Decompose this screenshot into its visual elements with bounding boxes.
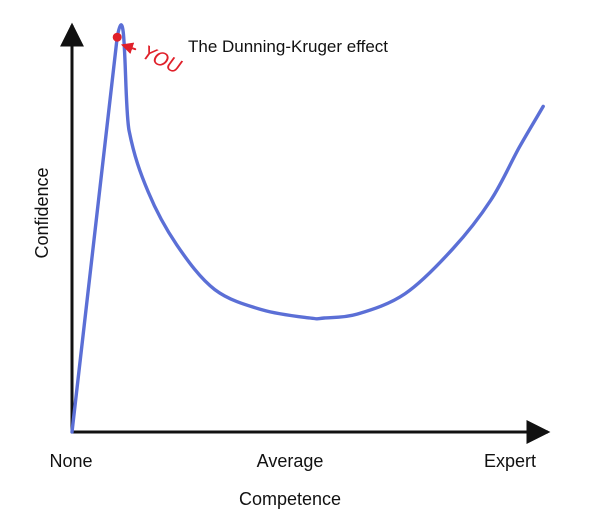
chart-title: The Dunning-Kruger effect xyxy=(188,37,388,56)
you-point-marker xyxy=(112,32,122,42)
x-tick-label-average: Average xyxy=(257,451,324,471)
you-annotation-arrow xyxy=(120,42,137,54)
x-tick-label-expert: Expert xyxy=(484,451,536,471)
x-tick-label-none: None xyxy=(49,451,92,471)
you-annotation-label: YOU xyxy=(139,42,185,79)
dunning-kruger-curve xyxy=(70,23,545,434)
x-axis-label: Competence xyxy=(239,489,341,509)
y-axis-label: Confidence xyxy=(32,167,52,258)
